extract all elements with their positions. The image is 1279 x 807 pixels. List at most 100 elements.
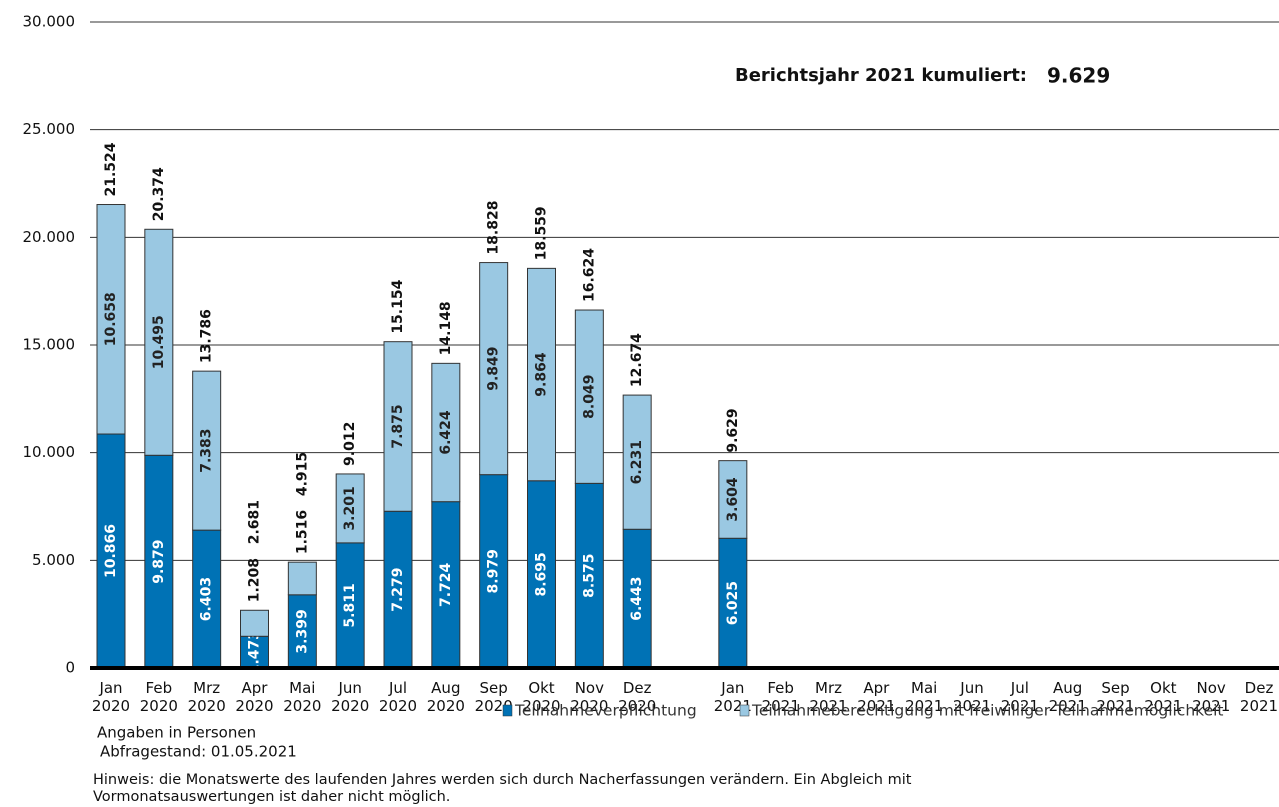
x-tick-line: Mrz xyxy=(815,679,842,697)
bar-segment xyxy=(240,609,269,637)
x-tick-label: Dez 2020 xyxy=(618,679,656,715)
bar-segment xyxy=(144,454,174,669)
x-tick-label: Feb 2021 xyxy=(762,679,800,715)
value-label: 8.979 xyxy=(486,549,502,593)
note: Hinweis: die Monatswerte des laufenden J… xyxy=(93,772,912,788)
value-label: 6.443 xyxy=(629,576,645,620)
x-tick-line: 2020 xyxy=(618,697,656,715)
total-label: 16.624 xyxy=(581,248,597,302)
bar-segment xyxy=(574,482,604,669)
bar-segment xyxy=(527,267,556,482)
x-tick-label: Jul 2021 xyxy=(1001,679,1039,715)
value-label: 9.879 xyxy=(151,539,167,583)
x-tick-line: Jul xyxy=(388,679,407,697)
x-tick-label: Okt 2020 xyxy=(522,679,560,715)
x-tick-line: 2020 xyxy=(427,697,465,715)
total-label: 9.012 xyxy=(342,422,358,466)
x-tick-label: Mai 2020 xyxy=(283,679,321,715)
x-tick-label: Nov 2020 xyxy=(570,679,608,715)
bar-segment xyxy=(335,542,365,669)
x-tick-line: Dez xyxy=(623,679,652,697)
x-tick-label: Jun 2020 xyxy=(331,679,369,715)
x-tick-line: 2021 xyxy=(809,697,847,715)
x-tick-label: Feb 2020 xyxy=(140,679,178,715)
x-tick-label: Mai 2021 xyxy=(905,679,943,715)
value-label: 5.811 xyxy=(342,583,358,627)
value-label: 1.516 xyxy=(294,510,310,554)
bar-segment xyxy=(479,262,509,476)
bar-segment xyxy=(96,204,126,435)
value-label: 3.201 xyxy=(342,486,358,530)
x-tick-line: 2021 xyxy=(953,697,991,715)
legend-swatch xyxy=(739,704,750,717)
value-label: 6.025 xyxy=(725,581,741,625)
value-label: 3.399 xyxy=(294,609,310,653)
x-tick-label: Nov 2021 xyxy=(1192,679,1230,715)
x-tick-label: Mrz 2021 xyxy=(809,679,847,715)
note: Angaben in Personen xyxy=(97,724,256,742)
value-label: 1.473 xyxy=(247,630,263,674)
x-tick-line: Dez xyxy=(1245,679,1274,697)
bar-segment xyxy=(479,474,509,669)
x-tick-line: Jan xyxy=(720,679,744,697)
x-tick-line: 2020 xyxy=(92,697,130,715)
value-label: 3.604 xyxy=(725,477,741,522)
bar-segment xyxy=(192,529,222,669)
x-tick-label: Dez 2021 xyxy=(1240,679,1278,715)
x-tick-line: Jan xyxy=(98,679,122,697)
x-tick-line: Mai xyxy=(289,679,315,697)
x-tick-line: 2021 xyxy=(1144,697,1182,715)
x-tick-line: Feb xyxy=(767,679,794,697)
x-tick-label: Mrz 2020 xyxy=(188,679,226,715)
annotation: Berichtsjahr 2021 kumuliert: xyxy=(735,65,1027,86)
legend-swatch xyxy=(502,704,513,717)
bar-segment xyxy=(431,362,461,503)
value-label: 6.231 xyxy=(629,440,645,484)
x-tick-line: Sep xyxy=(480,679,508,697)
value-label: 8.695 xyxy=(534,552,550,596)
y-tick-label: 15.000 xyxy=(23,336,76,354)
x-tick-line: 2021 xyxy=(1001,697,1039,715)
x-tick-line: Apr xyxy=(242,679,269,697)
value-label: 7.875 xyxy=(390,404,406,448)
bar-segment xyxy=(144,228,174,456)
note: Vormonatsauswertungen ist daher nicht mö… xyxy=(93,789,450,805)
value-label: 7.724 xyxy=(438,562,454,607)
x-tick-line: Nov xyxy=(1197,679,1226,697)
x-tick-line: Sep xyxy=(1101,679,1129,697)
bar-segment xyxy=(574,309,604,484)
x-tick-label: Aug 2021 xyxy=(1049,679,1087,715)
x-tick-line: 2021 xyxy=(905,697,943,715)
x-tick-line: 2021 xyxy=(857,697,895,715)
x-tick-label: Jan 2020 xyxy=(92,679,130,715)
value-label: 1.208 xyxy=(247,558,263,602)
value-label: 10.866 xyxy=(103,524,119,578)
y-tick-label: 5.000 xyxy=(32,551,75,569)
x-tick-line: 2021 xyxy=(1192,697,1230,715)
total-label: 18.828 xyxy=(486,201,502,255)
bar-segment xyxy=(431,501,461,669)
x-tick-line: Jun xyxy=(337,679,361,697)
y-tick-label: 0 xyxy=(65,659,75,677)
x-tick-line: Aug xyxy=(431,679,460,697)
x-tick-line: 2020 xyxy=(140,697,178,715)
y-tick-label: 30.000 xyxy=(23,13,76,31)
x-tick-label: Jul 2020 xyxy=(379,679,417,715)
total-label: 4.915 xyxy=(294,452,310,496)
x-tick-line: Jul xyxy=(1010,679,1029,697)
x-tick-line: Mrz xyxy=(193,679,220,697)
x-tick-line: 2020 xyxy=(570,697,608,715)
x-tick-label: Apr 2020 xyxy=(235,679,273,715)
bar-segment xyxy=(287,594,317,669)
x-tick-label: Aug 2020 xyxy=(427,679,465,715)
x-tick-line: 2020 xyxy=(283,697,321,715)
value-label: 9.864 xyxy=(534,352,550,397)
legend-label: Teilnahmeberechtigung mit freiwilliger T… xyxy=(751,702,1224,720)
value-label: 10.658 xyxy=(103,292,119,346)
value-label: 7.279 xyxy=(390,567,406,611)
x-tick-line: 2021 xyxy=(1096,697,1134,715)
x-tick-line: Apr xyxy=(863,679,890,697)
x-tick-label: Sep 2021 xyxy=(1096,679,1134,715)
value-label: 6.403 xyxy=(199,577,215,621)
